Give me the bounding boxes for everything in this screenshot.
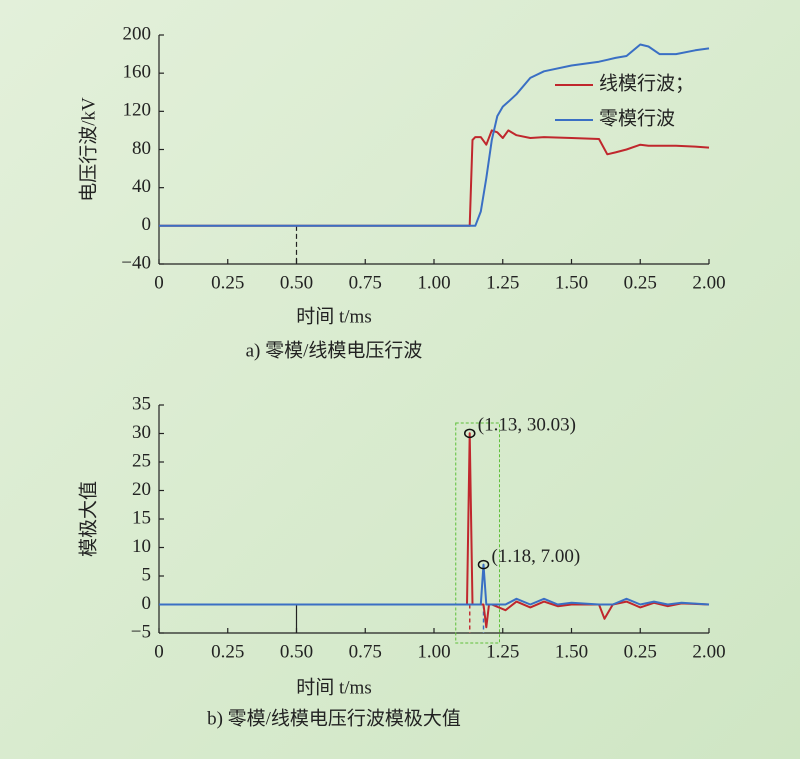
y-tick-label: 10 (132, 536, 151, 557)
annotation-label: (1.13, 30.03) (478, 415, 576, 436)
y-axis-label: 模极大值 (77, 481, 99, 557)
legend-label: 线模行波； (599, 72, 694, 94)
x-tick-label: 0.25 (624, 272, 657, 293)
y-tick-label: 120 (123, 100, 152, 121)
y-tick-label: 200 (123, 23, 152, 44)
series-line (159, 129, 710, 227)
y-tick-label: 25 (132, 450, 151, 471)
y-tick-label: 80 (132, 138, 151, 159)
y-tick-label: 35 (132, 393, 151, 414)
legend-label: 零模行波 (599, 107, 675, 129)
y-tick-label: 15 (132, 507, 151, 528)
annotation-circle (477, 559, 490, 570)
x-tick-label: 0 (154, 272, 164, 293)
y-tick-label: 40 (132, 176, 151, 197)
annotation-label: (1.18, 7.00) (492, 546, 581, 567)
caption: b) 零模/线模电压行波模极大值 (207, 707, 461, 729)
x-tick-label: 0.50 (280, 641, 313, 662)
x-tick-label: 0.25 (624, 641, 657, 662)
x-tick-label: 1.25 (486, 641, 519, 662)
x-tick-label: 1.00 (417, 272, 450, 293)
x-tick-label: 0.25 (211, 641, 244, 662)
series-line (159, 43, 710, 227)
x-tick-label: 1.50 (555, 272, 588, 293)
x-tick-label: 1.00 (417, 641, 450, 662)
y-tick-label: 0 (142, 214, 152, 235)
x-tick-label: 2.00 (692, 272, 725, 293)
annotation-circle (464, 428, 476, 439)
x-tick-label: 2.00 (692, 641, 725, 662)
highlight-box (455, 422, 500, 644)
x-tick-label: 0.75 (349, 641, 382, 662)
caption: a) 零模/线模电压行波 (246, 339, 423, 361)
series-line (159, 563, 710, 606)
x-tick-label: 0 (154, 641, 164, 662)
x-tick-label: 0.50 (280, 272, 313, 293)
y-tick-label: 0 (142, 593, 152, 614)
x-tick-label: 1.25 (486, 272, 519, 293)
y-tick-label: 30 (132, 422, 151, 443)
y-tick-label: 160 (123, 62, 152, 83)
y-tick-label: −40 (121, 252, 151, 273)
x-tick-label: 0.25 (211, 272, 244, 293)
x-tick-label: 1.50 (555, 641, 588, 662)
y-tick-label: 5 (142, 564, 152, 585)
x-tick-label: 0.75 (349, 272, 382, 293)
y-tick-label: 20 (132, 479, 151, 500)
x-axis-label: 时间 t/ms (296, 305, 371, 327)
x-axis-label: 时间 t/ms (296, 676, 371, 698)
y-tick-label: −5 (131, 621, 151, 642)
y-axis-label: 电压行波/kV (77, 97, 99, 202)
